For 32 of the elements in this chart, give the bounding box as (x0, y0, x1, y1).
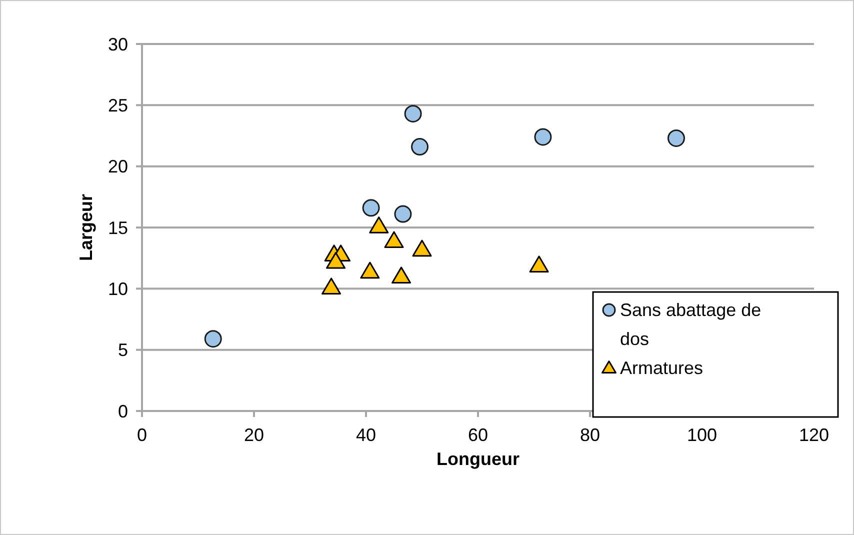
point (529, 256, 549, 272)
y-tick-label: 0 (118, 401, 128, 422)
point (384, 231, 404, 248)
point (369, 216, 389, 234)
point (412, 240, 432, 257)
legend-label: Sans abattage de dos (620, 300, 762, 349)
point (667, 129, 685, 147)
x-tick-label: 80 (580, 425, 600, 445)
point (322, 278, 342, 294)
y-tick-label: 20 (108, 156, 128, 177)
y-tick-label: 25 (108, 95, 128, 116)
x-tick-label: 0 (136, 425, 148, 445)
y-tick-label: 15 (108, 218, 128, 238)
x-tick-label: 60 (468, 425, 488, 445)
legend-label: Armatures (620, 358, 704, 378)
point (392, 266, 412, 284)
point (534, 128, 552, 146)
x-tick-label: 100 (686, 425, 718, 445)
x-tick-label: 120 (798, 425, 830, 445)
point (362, 199, 380, 217)
x-tick-label: 20 (244, 425, 264, 445)
y-tick-label: 10 (108, 278, 128, 299)
y-tick-label: 5 (118, 340, 128, 360)
point (404, 104, 422, 122)
x-tick-label: 40 (356, 425, 376, 445)
x-axis-title: Longueur (436, 449, 520, 469)
point (394, 205, 412, 223)
point (411, 138, 429, 156)
point (326, 252, 346, 269)
point (360, 262, 380, 279)
y-tick-label: 30 (108, 34, 128, 54)
y-axis-title: Largeur (76, 194, 96, 262)
